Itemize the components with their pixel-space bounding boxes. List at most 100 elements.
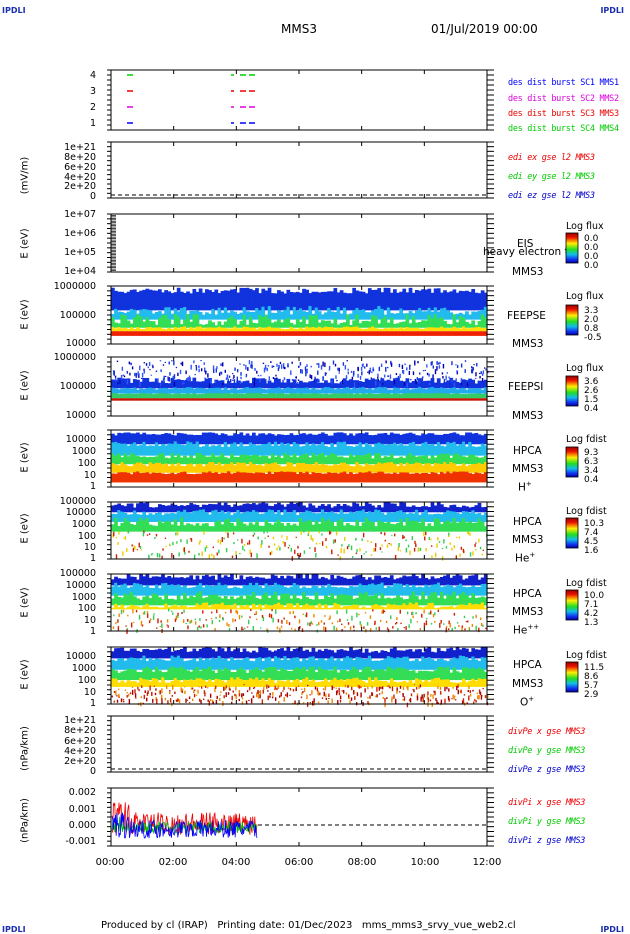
- spectrogram-speckle: [279, 547, 281, 551]
- spectrogram-cell: [324, 473, 328, 483]
- spectrogram-cell: [346, 578, 350, 586]
- spectrogram-cell: [374, 328, 378, 332]
- eis-sub: MMS3: [512, 266, 544, 278]
- spectrogram-cell: [317, 649, 322, 659]
- spectrogram-cell: [383, 456, 388, 465]
- spectrogram-cell: [261, 398, 266, 401]
- spectrogram-cell: [151, 472, 156, 483]
- spectrogram-cell: [214, 651, 219, 659]
- spectrogram-speckle: [318, 362, 320, 368]
- spectrogram-cell: [355, 326, 360, 332]
- spectrogram-speckle: [193, 693, 196, 698]
- spectrogram-speckle: [301, 628, 304, 633]
- spectrogram-speckle: [402, 699, 404, 701]
- spectrogram-cell: [427, 444, 432, 456]
- spectrogram-cell: [349, 605, 353, 610]
- spectrogram-cell: [161, 649, 165, 659]
- spectrogram-speckle: [251, 364, 253, 369]
- spectrogram-speckle: [194, 374, 196, 376]
- spectrogram-cell: [408, 680, 413, 687]
- spectrogram-cell: [443, 651, 447, 659]
- spectrogram-speckle: [134, 693, 137, 698]
- spectrogram-cell: [136, 445, 140, 456]
- hpca-he-species: He+: [515, 551, 536, 565]
- spectrogram-cell: [402, 321, 407, 328]
- spectrogram-speckle: [463, 694, 466, 696]
- spectrogram-cell: [289, 322, 294, 328]
- spectrogram-speckle: [303, 687, 306, 693]
- spectrogram-cell: [299, 308, 303, 320]
- spectrogram-cell: [139, 316, 143, 328]
- spectrogram-cell: [302, 658, 306, 670]
- spectrogram-cell: [377, 605, 382, 610]
- spectrogram-speckle: [434, 621, 436, 623]
- spectrogram-cell: [311, 585, 316, 596]
- spectrogram-cell: [183, 331, 187, 336]
- spectrogram-speckle: [369, 695, 371, 699]
- spectrogram-cell: [311, 605, 316, 610]
- spectrogram-cell: [342, 503, 347, 513]
- spectrogram-speckle: [407, 544, 410, 548]
- spectrogram-speckle: [154, 537, 156, 539]
- spectrogram-cell: [477, 293, 482, 311]
- spectrogram-cell: [136, 650, 140, 659]
- spectrogram-cell: [136, 583, 140, 596]
- spectrogram-speckle: [430, 545, 433, 547]
- spectrogram-cell: [358, 657, 363, 670]
- spectrogram-cell: [446, 380, 450, 389]
- spectrogram-cell: [258, 513, 262, 522]
- spectrogram-cell: [342, 457, 347, 465]
- spectrogram-cell: [433, 387, 438, 394]
- spectrogram-speckle: [378, 626, 380, 631]
- spectrogram-cell: [236, 587, 241, 596]
- spectrogram-cell: [261, 647, 266, 659]
- spectrogram-speckle: [406, 611, 409, 615]
- spectrogram-cell: [352, 456, 356, 465]
- spectrogram-speckle: [196, 626, 199, 631]
- spectrogram-speckle: [126, 694, 128, 698]
- spectrogram-speckle: [452, 694, 454, 699]
- spectrogram-cell: [292, 582, 297, 596]
- spectrogram-cell: [280, 680, 284, 687]
- spectrogram-cell: [393, 463, 397, 473]
- spectrogram-speckle: [361, 364, 364, 367]
- spectrogram-cell: [217, 456, 222, 465]
- spectrogram-cell: [201, 472, 206, 483]
- spectrogram-cell: [129, 323, 134, 328]
- spectrogram-cell: [355, 510, 360, 522]
- spectrogram-speckle: [115, 536, 118, 539]
- spectrogram-speckle: [205, 545, 208, 548]
- spectrogram-cell: [436, 393, 441, 399]
- spectrogram-speckle: [241, 701, 244, 705]
- spectrogram-speckle: [243, 684, 245, 686]
- spectrogram-speckle: [479, 617, 482, 621]
- spectrogram-cell: [386, 652, 391, 659]
- cbar-value: 1.5: [584, 395, 599, 405]
- spectrogram-cell: [145, 666, 150, 681]
- spectrogram-speckle: [401, 369, 404, 374]
- spectrogram-cell: [158, 607, 162, 610]
- spectrogram-cell: [436, 454, 441, 465]
- spectrogram-cell: [201, 398, 206, 401]
- spectrogram-cell: [377, 331, 382, 336]
- spectrogram-cell: [289, 382, 294, 389]
- spectrogram-speckle: [409, 364, 411, 366]
- spectrogram-cell: [374, 443, 378, 456]
- spectrogram-cell: [367, 596, 372, 606]
- spectrogram-cell: [396, 457, 400, 465]
- spectrogram-cell: [261, 328, 266, 332]
- spectrogram-speckle: [351, 556, 354, 558]
- spectrogram-cell: [393, 647, 397, 659]
- spectrogram-cell: [186, 328, 190, 332]
- spectrogram-cell: [377, 680, 382, 687]
- spectrogram-cell: [198, 648, 203, 659]
- x-tick-label: 00:00: [95, 857, 125, 868]
- spectrogram-cell: [358, 387, 363, 394]
- spectrogram-cell: [314, 389, 319, 394]
- spectrogram-cell: [214, 678, 219, 687]
- spectrogram-speckle: [345, 609, 348, 614]
- spectrogram-cell: [129, 474, 134, 483]
- spectrogram-cell: [477, 434, 482, 445]
- spectrogram-cell: [230, 382, 234, 389]
- spectrogram-cell: [352, 435, 356, 445]
